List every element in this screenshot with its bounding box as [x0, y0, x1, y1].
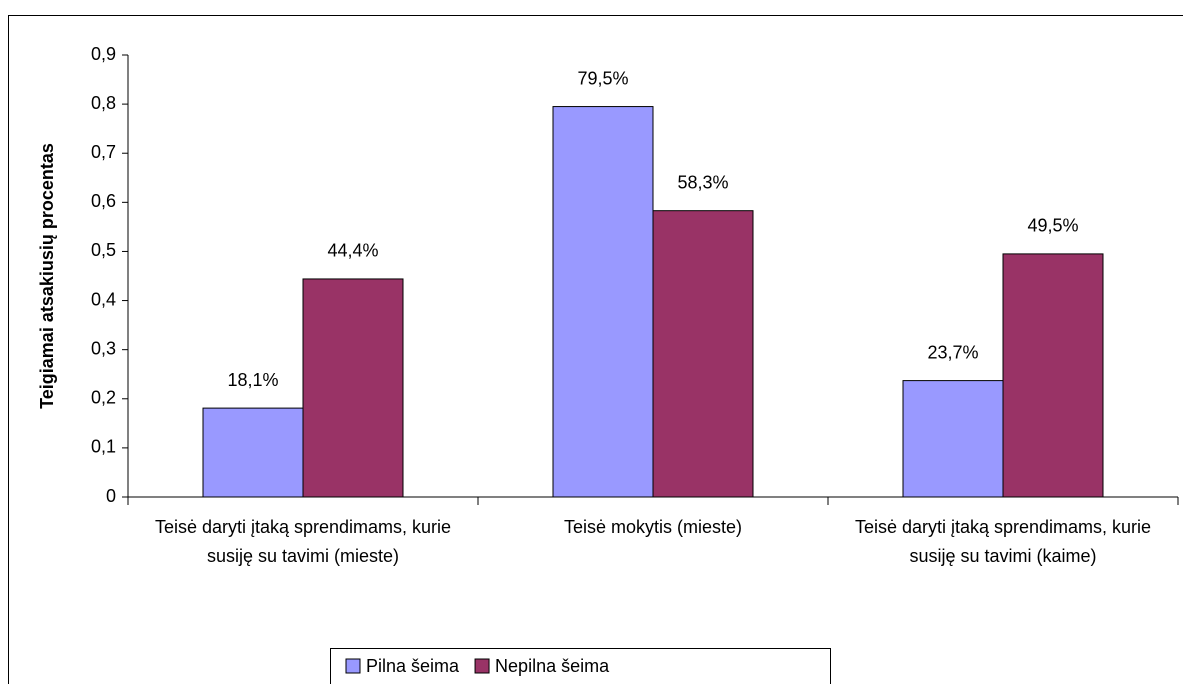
bar [552, 106, 654, 498]
bar [302, 278, 404, 498]
y-tick-label: 0,4 [91, 289, 116, 309]
bar [1002, 253, 1104, 498]
y-tick-label: 0,8 [91, 93, 116, 113]
y-tick-label: 0,1 [91, 437, 116, 457]
data-label: 58,3% [677, 172, 728, 192]
y-tick-label: 0,6 [91, 191, 116, 211]
data-label: 79,5% [577, 68, 628, 88]
x-tick-label: Teisė mokytis (mieste) [563, 517, 743, 537]
legend-label: Pilna šeima [366, 656, 460, 676]
chart-frame [8, 15, 1183, 684]
y-tick-label: 0,7 [91, 142, 116, 162]
data-label: 18,1% [227, 370, 278, 390]
legend-label: Nepilna šeima [495, 656, 610, 676]
x-tick-label: Teisė daryti įtaką sprendimams, kurie su… [854, 517, 1152, 566]
y-tick-label: 0,5 [91, 240, 116, 260]
bar [652, 210, 754, 498]
bar [902, 380, 1004, 498]
bar [202, 407, 304, 498]
y-axis-title: Teigiamai atsakiusių procentas [37, 143, 57, 409]
legend-box [330, 648, 831, 684]
data-label: 23,7% [927, 342, 978, 362]
x-tick-label: Teisė daryti įtaką sprendimams, kurie su… [154, 517, 452, 566]
y-tick-label: 0,9 [91, 44, 116, 64]
data-label: 44,4% [327, 241, 378, 261]
y-tick-label: 0 [106, 486, 116, 506]
legend-swatch [345, 658, 361, 674]
y-tick-label: 0,2 [91, 388, 116, 408]
legend-swatch [474, 658, 490, 674]
data-label: 49,5% [1027, 216, 1078, 236]
y-tick-label: 0,3 [91, 338, 116, 358]
